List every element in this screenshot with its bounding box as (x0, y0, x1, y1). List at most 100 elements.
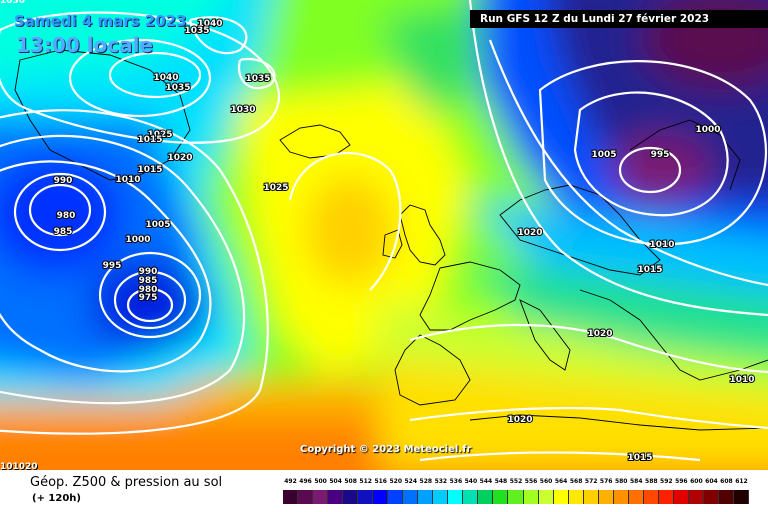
isobar-value-label: 1020 (507, 415, 532, 425)
copyright-text: Copyright © 2023 Meteociel.fr (300, 444, 472, 455)
isobar-value-label: 1010 (729, 375, 754, 385)
legend-swatch (358, 490, 374, 504)
legend-label: 612 (735, 478, 748, 485)
isobar-value-label: 985 (54, 227, 73, 237)
legend-label: 600 (690, 478, 703, 485)
isobar-value-label: 1020 (587, 329, 612, 339)
isobar-value-label: 1040 (153, 73, 178, 83)
legend-swatch (733, 490, 749, 504)
legend-swatch (418, 490, 434, 504)
isobar-value-label: 975 (139, 293, 158, 303)
legend-label: 528 (419, 478, 433, 485)
legend-swatch (328, 490, 344, 504)
legend-labels: 492 496 500 504 508 512 516 520 524 528 532 536 540 5… (283, 478, 749, 488)
isobar-value-label: 1010 (115, 175, 140, 185)
legend-swatch (343, 490, 359, 504)
isobar-value-label: 1015 (137, 135, 162, 145)
isobar-value-label: 1015 (637, 265, 662, 275)
legend-swatch (388, 490, 404, 504)
legend-swatch (553, 490, 569, 504)
legend-color-scale (283, 490, 749, 504)
legend-swatch (373, 490, 389, 504)
legend-label: 576 (599, 478, 613, 485)
isobar-value-label: 980 (57, 211, 76, 221)
isobar-value-label: 1025 (147, 130, 172, 140)
legend-swatch (688, 490, 704, 504)
model-run-banner: Run GFS 12 Z du Lundi 27 février 2023 (470, 10, 768, 28)
isobar-value-label: 990 (54, 176, 73, 186)
isobar-value-label: 990 (139, 267, 158, 277)
legend-swatch (538, 490, 554, 504)
legend-swatch (598, 490, 614, 504)
legend-swatch (718, 490, 734, 504)
isobar-value-label: 1030 (230, 105, 255, 115)
legend-label: 516 (374, 478, 387, 485)
legend-label: 532 (434, 478, 448, 485)
legend-label: 540 (464, 478, 478, 485)
legend-swatch (433, 490, 449, 504)
legend-label: 604 (705, 478, 718, 485)
legend-swatch (448, 490, 464, 504)
legend-label: 548 (494, 478, 508, 485)
legend-swatch (493, 490, 509, 504)
isobar-value-label: 1005 (591, 150, 616, 160)
legend-swatch (628, 490, 644, 504)
isobar-value-label: 1015 (627, 453, 652, 463)
isobar-value-label: 995 (103, 261, 122, 271)
legend-label: 592 (660, 478, 673, 485)
isobar-value-label: 1015 (137, 165, 162, 175)
legend-label: 520 (389, 478, 402, 485)
legend-label: 508 (344, 478, 357, 485)
legend-swatch (283, 490, 299, 504)
legend-swatch (613, 490, 629, 504)
isobar-value-label: 995 (651, 150, 670, 160)
legend-label: 556 (524, 478, 538, 485)
legend-label: 584 (629, 478, 643, 485)
legend-swatch (643, 490, 659, 504)
corner-label-bottom: 101020 (0, 462, 38, 472)
forecast-lead-time: (+ 120h) (32, 493, 81, 504)
isobars (0, 0, 768, 460)
isobar-value-label: 1000 (125, 235, 150, 245)
legend-label: 524 (404, 478, 418, 485)
legend-label: 536 (449, 478, 463, 485)
isobar-value-label: 1020 (167, 153, 192, 163)
legend-label: 580 (614, 478, 628, 485)
isobar-value-label: 1020 (517, 228, 542, 238)
legend-label: 564 (554, 478, 568, 485)
isobar-value-label: 1005 (145, 220, 170, 230)
legend-label: 492 (284, 478, 297, 485)
legend-swatch (313, 490, 329, 504)
legend-swatch (478, 490, 494, 504)
legend-swatch (463, 490, 479, 504)
legend-swatch (508, 490, 524, 504)
isobar-value-label: 1025 (263, 183, 288, 193)
legend-label: 608 (720, 478, 733, 485)
legend-swatch (658, 490, 674, 504)
isobar-value-label: 980 (139, 285, 158, 295)
legend-label: 500 (314, 478, 327, 485)
legend-label: 588 (645, 478, 658, 485)
legend-label: 568 (569, 478, 583, 485)
isobar-value-label: 1040 (197, 19, 222, 29)
map-title: Géop. Z500 & pression au sol (30, 475, 223, 490)
corner-label-top: 1030 (0, 0, 26, 6)
legend-label: 496 (299, 478, 312, 485)
z500-color-field (0, 0, 768, 470)
legend-swatch (703, 490, 719, 504)
legend-swatch (583, 490, 599, 504)
isobar-value-label: 985 (139, 276, 158, 286)
legend-label: 572 (584, 478, 598, 485)
forecast-date: Samedi 4 mars 2023 (14, 12, 187, 30)
isobar-value-label: 1035 (165, 83, 190, 93)
legend-label: 596 (675, 478, 688, 485)
isobar-value-label: 1035 (245, 74, 270, 84)
isobar-labels: 1040103510401035103510301025101510201010… (53, 18, 756, 464)
legend-label: 552 (509, 478, 523, 485)
forecast-local-time: 13:00 locale (16, 33, 153, 57)
legend-swatch (298, 490, 314, 504)
isobar-value-label: 1010 (649, 240, 674, 250)
isobar-value-label: 1000 (695, 125, 720, 135)
legend-label: 560 (539, 478, 553, 485)
